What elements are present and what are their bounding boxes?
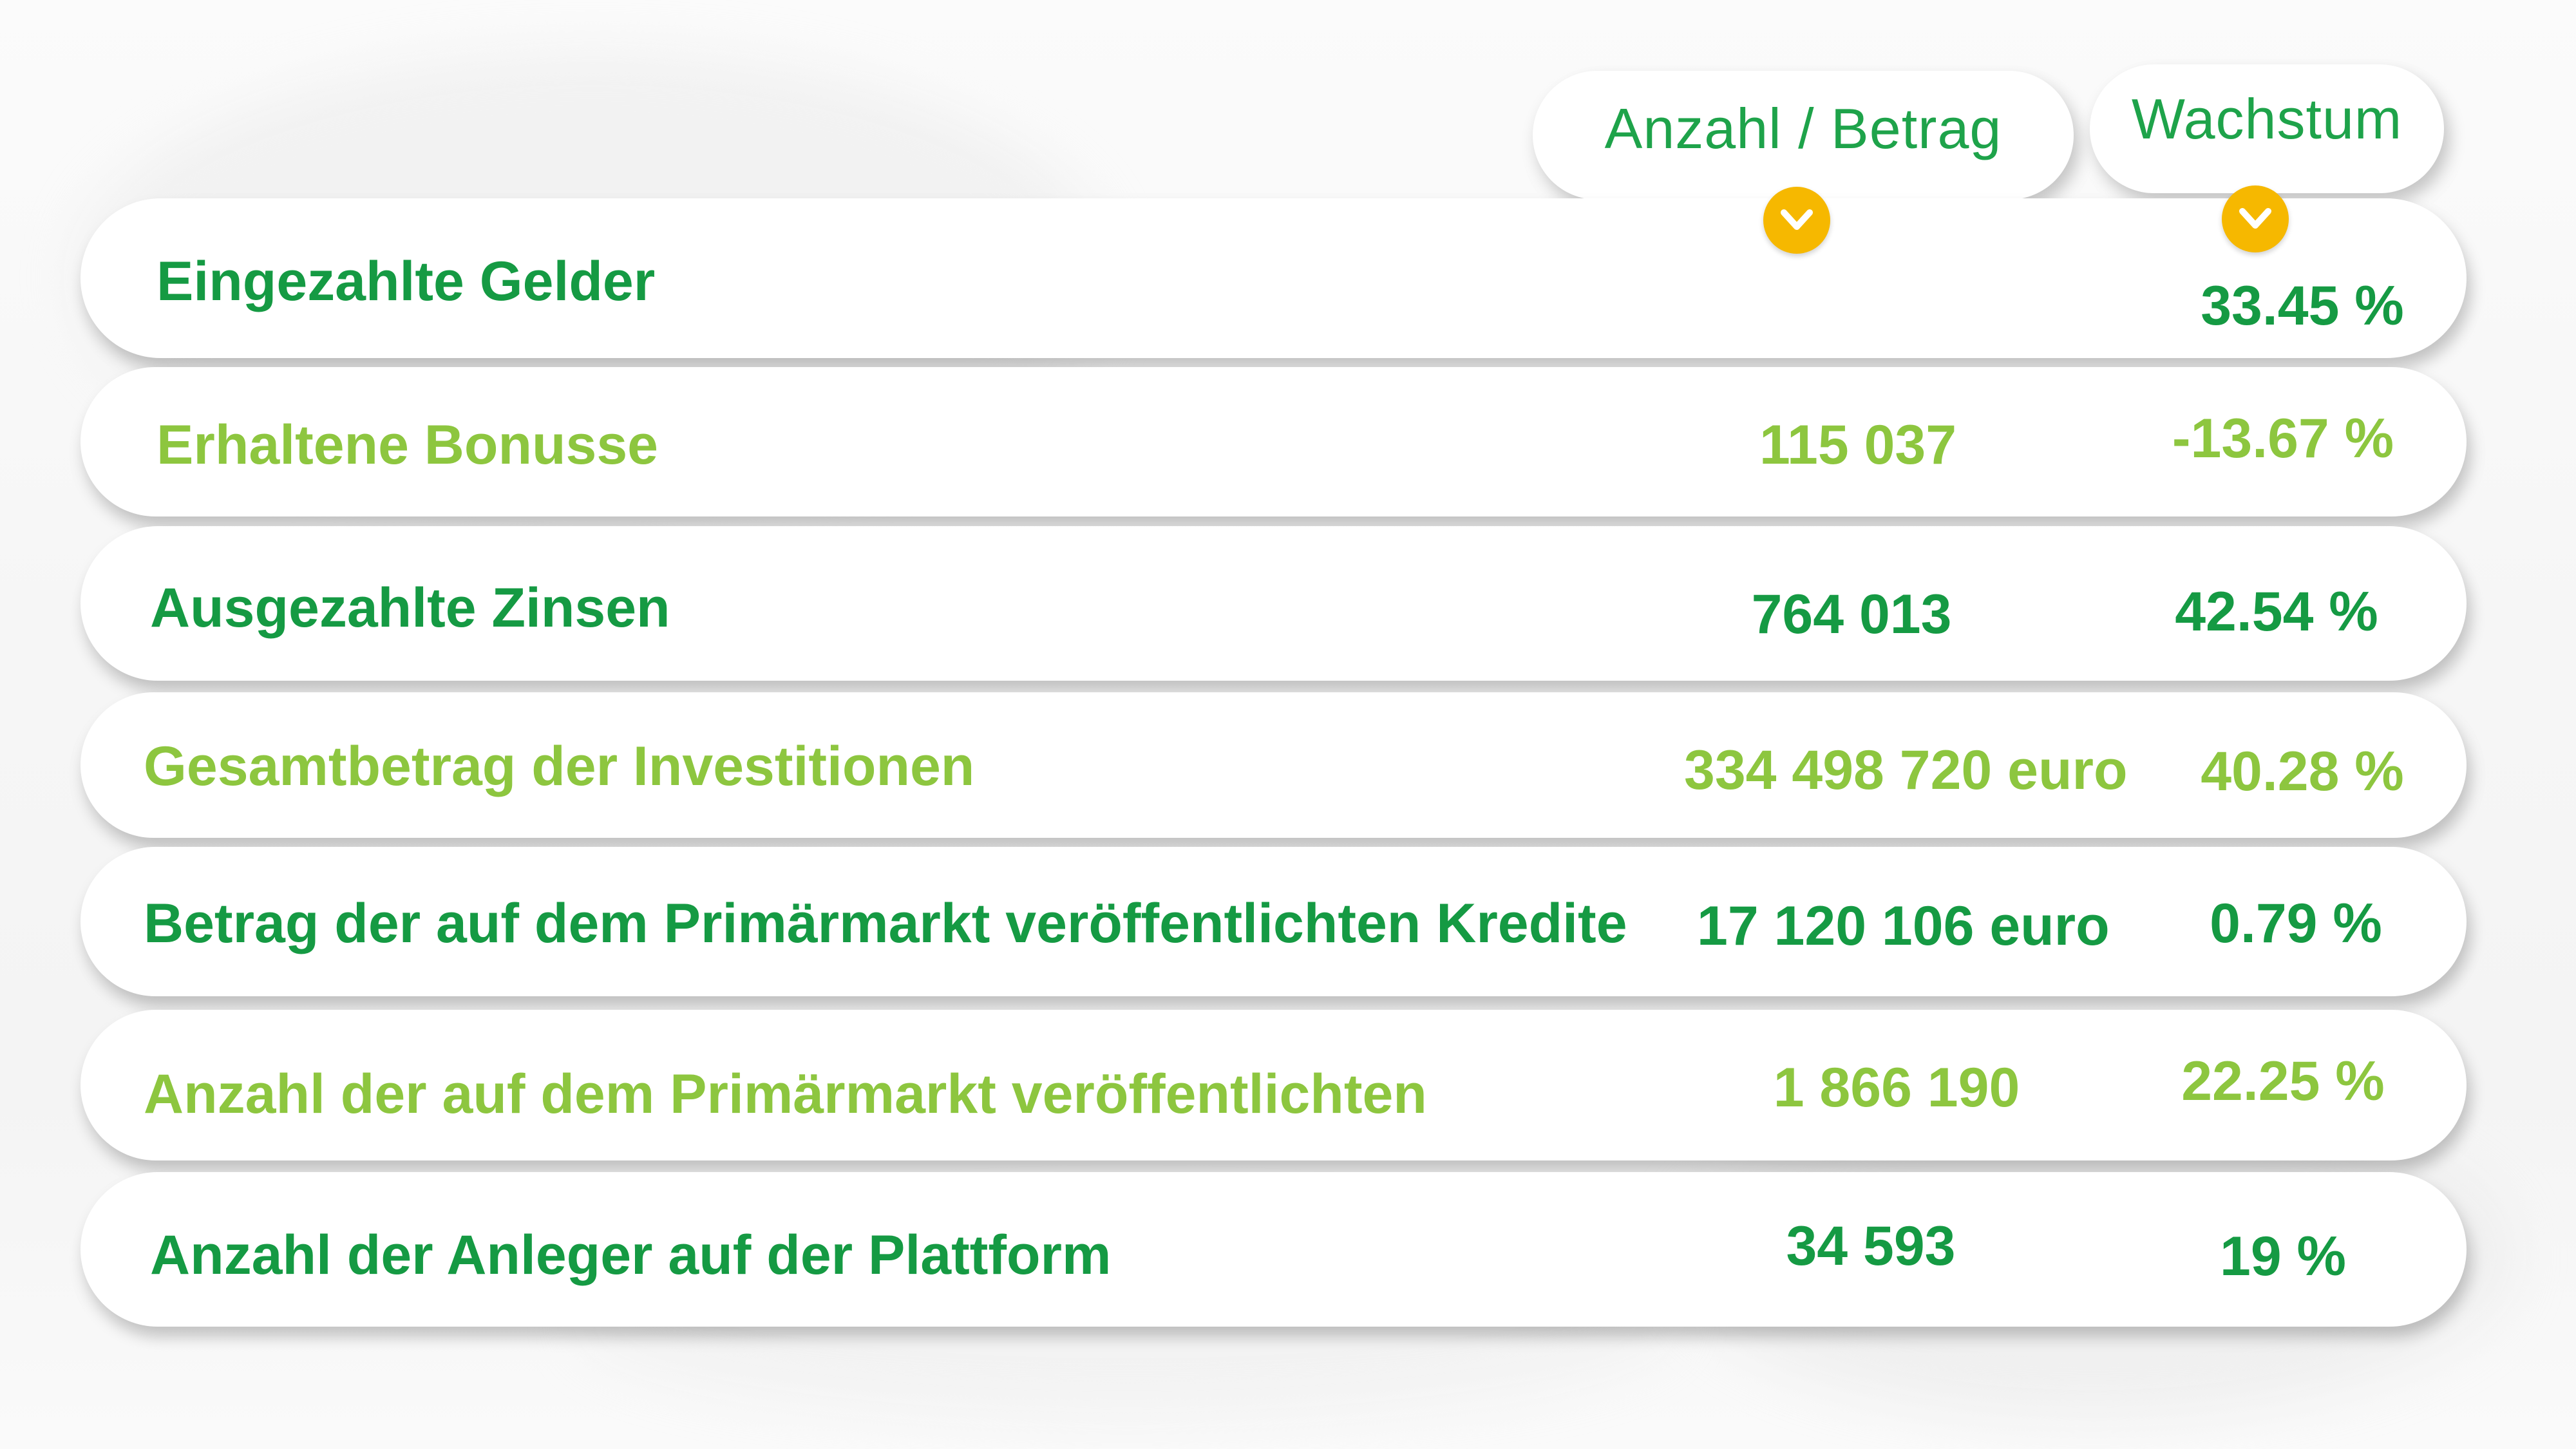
stat-row-investors: Anzahl der Anleger auf der Plattform 34 …	[80, 1172, 2467, 1327]
column-header-count-label: Anzahl / Betrag	[1604, 97, 2002, 160]
stat-row-deposits: Eingezahlte Gelder 33.45 %	[80, 198, 2467, 358]
stat-row-bonuses: Erhaltene Bonusse 115 037 -13.67 %	[80, 367, 2467, 516]
stat-label: Gesamtbetrag der Investitionen	[144, 735, 975, 797]
stat-label: Erhaltene Bonusse	[156, 414, 658, 476]
stat-label: Anzahl der auf dem Primärmarkt veröffent…	[144, 1063, 1427, 1125]
stat-growth: 40.28 %	[2201, 741, 2404, 802]
stat-label: Betrag der auf dem Primärmarkt veröffent…	[144, 893, 1627, 954]
stat-growth: 19 %	[2219, 1226, 2347, 1287]
stat-growth: 0.79 %	[2210, 893, 2382, 954]
column-header-count: Anzahl / Betrag	[1533, 71, 2074, 200]
stat-value: 764 013	[1751, 583, 1952, 645]
chevron-down-icon[interactable]	[1763, 187, 1830, 254]
stat-growth: -13.67 %	[2172, 408, 2394, 469]
stat-value: 17 120 106 euro	[1697, 895, 2110, 957]
stat-label: Eingezahlte Gelder	[156, 251, 656, 312]
stat-row-interest: Ausgezahlte Zinsen 764 013 42.54 %	[80, 526, 2467, 681]
column-header-growth: Wachstum	[2090, 64, 2444, 193]
stat-row-primary-market-amount: Betrag der auf dem Primärmarkt veröffent…	[80, 847, 2467, 996]
stat-growth: 33.45 %	[2201, 275, 2404, 337]
stat-growth: 22.25 %	[2181, 1050, 2385, 1112]
stat-growth: 42.54 %	[2175, 581, 2378, 643]
stat-value: 34 593	[1786, 1215, 1956, 1277]
chevron-down-icon[interactable]	[2222, 185, 2289, 252]
stat-label: Ausgezahlte Zinsen	[150, 577, 670, 639]
stat-row-primary-market-count: Anzahl der auf dem Primärmarkt veröffent…	[80, 1010, 2467, 1160]
stat-value: 334 498 720 euro	[1684, 739, 2128, 801]
column-header-growth-label: Wachstum	[2131, 87, 2403, 151]
stat-label: Anzahl der Anleger auf der Plattform	[150, 1224, 1112, 1286]
stat-value: 1 866 190	[1773, 1057, 2020, 1119]
stat-row-total-investments: Gesamtbetrag der Investitionen 334 498 7…	[80, 692, 2467, 838]
stat-value: 115 037	[1759, 414, 1957, 476]
